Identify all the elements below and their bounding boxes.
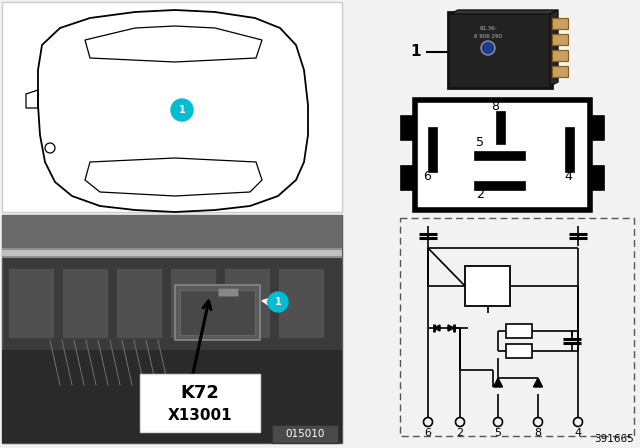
Polygon shape (450, 10, 558, 14)
Bar (400, 218, 634, 436)
Bar (2, 248, 342, 258)
Bar (497, 112, 505, 144)
Bar (272, 425, 338, 443)
Bar (2, 250, 342, 256)
Circle shape (268, 292, 288, 312)
Bar (552, 66, 568, 77)
Bar (465, 266, 510, 306)
Bar (552, 50, 568, 61)
Text: 4: 4 (564, 171, 572, 184)
Bar (552, 18, 568, 29)
FancyBboxPatch shape (448, 12, 552, 88)
Bar (224, 268, 270, 338)
Text: 5: 5 (476, 135, 484, 148)
Bar (475, 182, 525, 190)
Text: K72: K72 (180, 384, 220, 402)
Text: 6 906 290: 6 906 290 (474, 34, 502, 39)
Polygon shape (493, 378, 502, 387)
Text: X13001: X13001 (168, 409, 232, 423)
Text: 8: 8 (534, 428, 541, 438)
Bar (475, 152, 525, 160)
Bar (566, 128, 574, 172)
Bar (415, 100, 590, 210)
Bar (401, 116, 415, 140)
Bar (116, 268, 162, 338)
Bar (278, 268, 324, 338)
Text: 6: 6 (424, 428, 431, 438)
Text: 1: 1 (179, 105, 186, 115)
Polygon shape (550, 10, 558, 86)
Bar (590, 166, 604, 190)
Bar (2, 2, 342, 212)
Bar (8, 268, 54, 338)
Bar (2, 350, 342, 443)
Bar (401, 166, 415, 190)
Text: 5: 5 (495, 428, 502, 438)
Bar (590, 116, 604, 140)
Text: 1: 1 (275, 297, 282, 307)
Text: 61.36-: 61.36- (479, 26, 497, 30)
Text: 391665: 391665 (595, 434, 634, 444)
Bar (506, 324, 532, 338)
Text: 2: 2 (456, 428, 463, 438)
Bar (218, 288, 238, 296)
Bar (2, 215, 342, 250)
Bar (140, 374, 260, 432)
Bar (180, 290, 255, 335)
Circle shape (171, 99, 193, 121)
Text: 015010: 015010 (285, 429, 324, 439)
Polygon shape (448, 325, 454, 331)
Text: 2: 2 (476, 189, 484, 202)
Text: 1: 1 (411, 44, 421, 60)
Bar (170, 268, 216, 338)
Bar (429, 128, 437, 172)
Bar (175, 285, 260, 340)
Bar (506, 344, 532, 358)
Bar (62, 268, 108, 338)
Circle shape (481, 41, 495, 55)
Bar (552, 34, 568, 45)
Text: 4: 4 (575, 428, 582, 438)
Polygon shape (434, 325, 440, 331)
Polygon shape (534, 378, 543, 387)
Bar (2, 215, 342, 443)
Text: 8: 8 (491, 100, 499, 113)
Text: 6: 6 (423, 171, 431, 184)
